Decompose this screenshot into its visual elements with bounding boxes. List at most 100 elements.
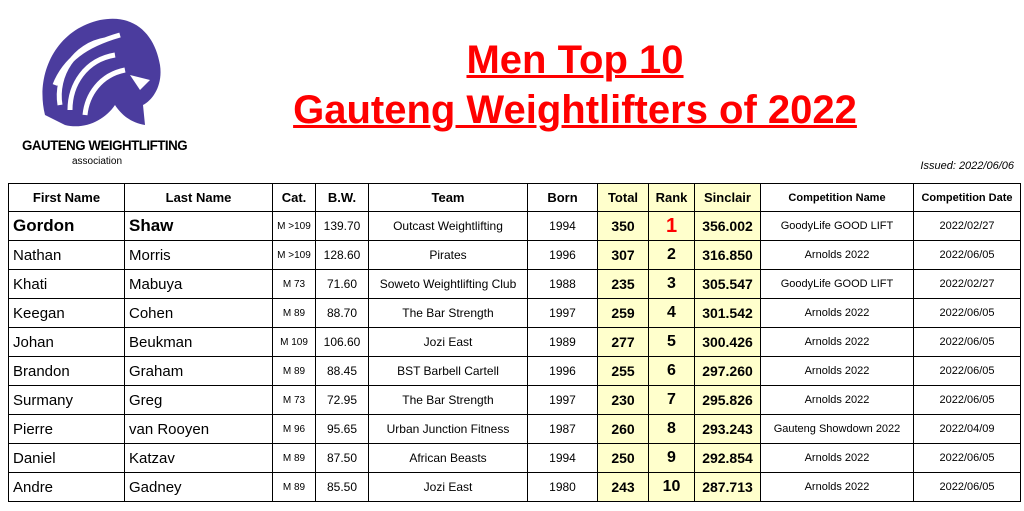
last-name: van Rooyen bbox=[124, 414, 273, 444]
column-header: Competition Date bbox=[913, 183, 1021, 212]
title: Men Top 10 bbox=[466, 38, 684, 82]
first-name: Keegan bbox=[8, 298, 125, 328]
total: 250 bbox=[597, 443, 649, 473]
competition-date: 2022/06/05 bbox=[913, 443, 1021, 473]
competition-name: Arnolds 2022 bbox=[760, 240, 914, 270]
category: M 89 bbox=[272, 298, 316, 328]
team: Urban Junction Fitness bbox=[368, 414, 528, 444]
column-header: B.W. bbox=[315, 183, 369, 212]
competition-date: 2022/06/05 bbox=[913, 385, 1021, 415]
table-row: Khati Mabuya M 73 71.60 Soweto Weightlifting… bbox=[8, 269, 1021, 299]
sinclair: 301.542 bbox=[694, 298, 761, 328]
total: 277 bbox=[597, 327, 649, 357]
competition-name: Arnolds 2022 bbox=[760, 443, 914, 473]
last-name: Beukman bbox=[124, 327, 273, 357]
competition-date: 2022/06/05 bbox=[913, 356, 1021, 386]
rank: 4 bbox=[648, 298, 695, 328]
table-row: Daniel Katzav M 89 87.50 African Beasts 1994 2… bbox=[8, 443, 1021, 473]
competition-name: Gauteng Showdown 2022 bbox=[760, 414, 914, 444]
sinclair: 293.243 bbox=[694, 414, 761, 444]
rank: 1 bbox=[648, 211, 695, 241]
first-name: Gordon bbox=[8, 211, 125, 241]
table-row: Surmany Greg M 73 72.95 The Bar Strength 1997… bbox=[8, 385, 1021, 415]
category: M 109 bbox=[272, 327, 316, 357]
sinclair: 297.260 bbox=[694, 356, 761, 386]
rank: 7 bbox=[648, 385, 695, 415]
table-row: Keegan Cohen M 89 88.70 The Bar Strength 1997… bbox=[8, 298, 1021, 328]
table-row: Pierre van Rooyen M 96 95.65 Urban Junction … bbox=[8, 414, 1021, 444]
logo-name: GAUTENG WEIGHTLIFTING bbox=[22, 137, 188, 153]
sinclair: 292.854 bbox=[694, 443, 761, 473]
category: M 73 bbox=[272, 269, 316, 299]
bodyweight: 85.50 bbox=[315, 472, 369, 502]
table-row: Gordon Shaw M >109 139.70 Outcast Weightlift… bbox=[8, 211, 1021, 241]
table-body: Gordon Shaw M >109 139.70 Outcast Weightlift… bbox=[8, 211, 1021, 502]
category: M >109 bbox=[272, 211, 316, 241]
competition-name: GoodyLife GOOD LIFT bbox=[760, 269, 914, 299]
competition-name: Arnolds 2022 bbox=[760, 385, 914, 415]
table-row: Nathan Morris M >109 128.60 Pirates 1996 307 2 3… bbox=[8, 240, 1021, 270]
sinclair: 300.426 bbox=[694, 327, 761, 357]
rank: 3 bbox=[648, 269, 695, 299]
last-name: Gadney bbox=[124, 472, 273, 502]
last-name: Morris bbox=[124, 240, 273, 270]
bodyweight: 87.50 bbox=[315, 443, 369, 473]
sinclair: 295.826 bbox=[694, 385, 761, 415]
column-header: Cat. bbox=[272, 183, 316, 212]
born: 1996 bbox=[527, 356, 598, 386]
competition-date: 2022/06/05 bbox=[913, 298, 1021, 328]
rank: 10 bbox=[648, 472, 695, 502]
born: 1988 bbox=[527, 269, 598, 299]
category: M 73 bbox=[272, 385, 316, 415]
competition-date: 2022/02/27 bbox=[913, 211, 1021, 241]
total: 243 bbox=[597, 472, 649, 502]
logo-icon bbox=[42, 18, 161, 127]
first-name: Daniel bbox=[8, 443, 125, 473]
born: 1987 bbox=[527, 414, 598, 444]
column-header: Competition Name bbox=[760, 183, 914, 212]
rank: 9 bbox=[648, 443, 695, 473]
first-name: Brandon bbox=[8, 356, 125, 386]
first-name: Johan bbox=[8, 327, 125, 357]
table-row: Andre Gadney M 89 85.50 Jozi East 1980 243 10 28… bbox=[8, 472, 1021, 502]
last-name: Graham bbox=[124, 356, 273, 386]
last-name: Greg bbox=[124, 385, 273, 415]
born: 1996 bbox=[527, 240, 598, 270]
last-name: Mabuya bbox=[124, 269, 273, 299]
bodyweight: 106.60 bbox=[315, 327, 369, 357]
title: Gauteng Weightlifters of 2022 bbox=[293, 88, 857, 132]
competition-name: Arnolds 2022 bbox=[760, 356, 914, 386]
born: 1997 bbox=[527, 298, 598, 328]
last-name: Cohen bbox=[124, 298, 273, 328]
category: M 89 bbox=[272, 356, 316, 386]
team: Jozi East bbox=[368, 327, 528, 357]
team: BST Barbell Cartell bbox=[368, 356, 528, 386]
first-name: Khati bbox=[8, 269, 125, 299]
rank: 5 bbox=[648, 327, 695, 357]
competition-name: GoodyLife GOOD LIFT bbox=[760, 211, 914, 241]
category: M 89 bbox=[272, 472, 316, 502]
last-name: Katzav bbox=[124, 443, 273, 473]
column-header: Last Name bbox=[124, 183, 273, 212]
total: 255 bbox=[597, 356, 649, 386]
born: 1980 bbox=[527, 472, 598, 502]
first-name: Andre bbox=[8, 472, 125, 502]
sinclair: 305.547 bbox=[694, 269, 761, 299]
competition-date: 2022/04/09 bbox=[913, 414, 1021, 444]
team: Pirates bbox=[368, 240, 528, 270]
column-header: Born bbox=[527, 183, 598, 212]
team: The Bar Strength bbox=[368, 385, 528, 415]
column-header: Sinclair bbox=[694, 183, 761, 212]
total: 230 bbox=[597, 385, 649, 415]
competition-name: Arnolds 2022 bbox=[760, 327, 914, 357]
issued-date: Issued: 2022/06/06 bbox=[920, 160, 1014, 172]
bodyweight: 128.60 bbox=[315, 240, 369, 270]
column-header: Rank bbox=[648, 183, 695, 212]
competition-date: 2022/06/05 bbox=[913, 472, 1021, 502]
total: 259 bbox=[597, 298, 649, 328]
bodyweight: 72.95 bbox=[315, 385, 369, 415]
header-row: First Name Last Name Cat. B.W. Team Born Total… bbox=[8, 183, 1021, 212]
first-name: Surmany bbox=[8, 385, 125, 415]
born: 1989 bbox=[527, 327, 598, 357]
